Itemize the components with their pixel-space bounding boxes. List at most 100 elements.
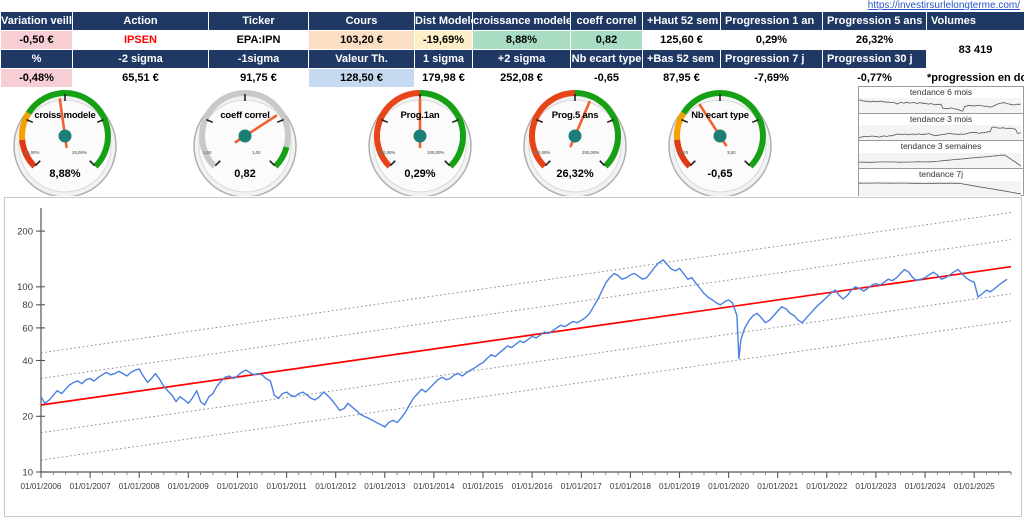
gauge-dial (13, 90, 117, 196)
gauge-scale-min: 1,00 (203, 150, 212, 155)
trend-1: tendance 6 mois (859, 87, 1023, 114)
td-ticker: EPA:IPN (208, 30, 309, 50)
gauge-value: 0,29% (404, 168, 436, 180)
td-croissance-modele: 8,88% (472, 30, 571, 50)
td-cours: 103,20 € (308, 30, 415, 50)
th-progression-5-ans: Progression 5 ans (822, 11, 927, 31)
trend-sparkline (859, 181, 1021, 196)
svg-text:40: 40 (22, 356, 33, 367)
gauge-title: Prog.5 ans (551, 110, 599, 121)
td-volumes: 83 419 (926, 30, 1024, 69)
gauge-value: 0,82 (234, 168, 256, 180)
td-1-sigma: 179,98 € (414, 68, 473, 88)
gauge-title: Nb ecart type (691, 110, 749, 121)
svg-text:01/01/2023: 01/01/2023 (855, 482, 896, 491)
gauge-scale-min: -3,00 (678, 150, 689, 155)
gauge-dial (668, 90, 772, 196)
gauge-value: 26,32% (556, 168, 594, 180)
table-row-header-1: Variation veille Action Ticker Cours Dis… (0, 11, 1024, 31)
table-row-values-2: -0,48% 65,51 € 91,75 € 128,50 € 179,98 €… (0, 68, 1024, 88)
th-action: Action (72, 11, 209, 31)
trend-panel: tendance 6 mois tendance 3 mois tendance… (858, 86, 1024, 196)
svg-text:01/01/2011: 01/01/2011 (266, 482, 307, 491)
td-valeur-th: 128,50 € (308, 68, 415, 88)
th-variation-veille: Variation veille (0, 11, 73, 31)
th-progression-30-j: Progression 30 j (822, 49, 927, 69)
gauge-title: Prog.1an (400, 110, 440, 121)
th-dist-modele: Dist Modele (414, 11, 473, 31)
gauge-dial (193, 90, 297, 196)
site-url-link[interactable]: https://investirsurlelongterme.com/ (867, 0, 1020, 11)
trend-label: tendance 6 mois (909, 87, 973, 97)
gauge-prog-5-ans: Prog.5 ans 26,32% 100,00% 200,00% (520, 84, 630, 196)
svg-text:01/01/2022: 01/01/2022 (806, 482, 847, 491)
svg-text:01/01/2025: 01/01/2025 (954, 482, 995, 491)
td-plus-2-sigma: 252,08 € (472, 68, 571, 88)
chart-canvas: 10 20 40 60 80 100 200 01/01/2006 01/01/2007 01/0… (17, 208, 1012, 491)
td-variation-veille: -0,50 € (0, 30, 73, 50)
td-haut-52-sem: 125,60 € (642, 30, 721, 50)
th-progression-1-an: Progression 1 an (720, 11, 823, 31)
trend-label: tendance 7j (919, 169, 963, 179)
svg-text:20: 20 (22, 412, 33, 423)
svg-text:01/01/2017: 01/01/2017 (561, 482, 602, 491)
svg-text:01/01/2010: 01/01/2010 (217, 482, 258, 491)
gauge-scale-max: 1,00 (252, 150, 261, 155)
gauge-prog-1an: Prog.1an 0,29% 100,00% 100,00% (365, 84, 475, 196)
td-coeff-correl: 0,82 (570, 30, 643, 50)
svg-text:01/01/2006: 01/01/2006 (21, 482, 62, 491)
table-row-values-1: -0,50 € IPSEN EPA:IPN 103,20 € -19,69% 8… (0, 30, 1024, 69)
th-bas-52-sem: +Bas 52 sem (642, 49, 721, 69)
svg-text:01/01/2018: 01/01/2018 (610, 482, 651, 491)
table-row-header-2: % -2 sigma -1sigma Valeur Th. 1 sigma +2… (0, 49, 1024, 69)
trend-label: tendance 3 mois (909, 114, 973, 124)
td-percent: -0,48% (0, 68, 73, 88)
td-nb-ecart-type: -0,65 (570, 68, 643, 88)
gauge-nb-ecart-type: Nb ecart type -0,65 -3,00 3,00 (665, 84, 775, 196)
svg-text:80: 80 (22, 300, 33, 311)
gauge-row: croiss modele 8,88% -10,00% 30,00% coeff… (0, 84, 856, 196)
summary-table: Variation veille Action Ticker Cours Dis… (0, 11, 1024, 88)
th-percent: % (0, 49, 73, 69)
svg-text:200: 200 (17, 227, 33, 238)
th-cours: Cours (308, 11, 415, 31)
td-minus-1-sigma: 91,75 € (208, 68, 309, 88)
th-valeur-th: Valeur Th. (308, 49, 415, 69)
trend-label: tendance 3 semaines (900, 141, 982, 151)
gauge-title: croiss modele (34, 110, 96, 121)
gauge-coeff-correl: coeff correl 0,82 1,00 1,00 (190, 84, 300, 196)
svg-text:01/01/2008: 01/01/2008 (119, 482, 160, 491)
gauge-scale-min: 100,00% (533, 150, 551, 155)
svg-text:60: 60 (22, 323, 33, 334)
gauge-scale-max: 30,00% (72, 150, 87, 155)
td-action: IPSEN (72, 30, 209, 50)
trend-3: tendance 3 semaines (859, 141, 1023, 169)
svg-text:01/01/2009: 01/01/2009 (168, 482, 209, 491)
gauge-title: coeff correl (220, 110, 270, 121)
th-minus-2-sigma: -2 sigma (72, 49, 209, 69)
svg-text:01/01/2013: 01/01/2013 (364, 482, 405, 491)
svg-text:01/01/2021: 01/01/2021 (757, 482, 798, 491)
svg-text:01/01/2014: 01/01/2014 (413, 482, 454, 491)
trend-4: tendance 7j (859, 169, 1023, 196)
svg-text:100: 100 (17, 282, 33, 293)
svg-text:10: 10 (22, 467, 33, 478)
gauge-scale-max: 3,00 (727, 150, 736, 155)
trend-sparkline (859, 153, 1021, 168)
th-haut-52-sem: +Haut 52 sem (642, 11, 721, 31)
price-chart: 10 20 40 60 80 100 200 01/01/2006 01/01/2007 01/0… (4, 197, 1022, 517)
gauge-dial (523, 90, 627, 196)
th-ticker: Ticker (208, 11, 309, 31)
svg-text:01/01/2015: 01/01/2015 (463, 482, 504, 491)
th-minus-1-sigma: -1sigma (208, 49, 309, 69)
gauge-scale-max: 100,00% (427, 150, 445, 155)
svg-text:01/01/2007: 01/01/2007 (70, 482, 111, 491)
td-progression-7-j: -7,69% (720, 68, 823, 88)
td-bas-52-sem: 87,95 € (642, 68, 721, 88)
gauge-scale-max: 200,00% (582, 150, 600, 155)
gauge-scale-min: -10,00% (23, 150, 40, 155)
svg-text:01/01/2024: 01/01/2024 (905, 482, 946, 491)
th-plus-2-sigma: +2 sigma (472, 49, 571, 69)
td-progression-5-ans: 26,32% (822, 30, 927, 50)
gauge-value: -0,65 (707, 168, 733, 180)
